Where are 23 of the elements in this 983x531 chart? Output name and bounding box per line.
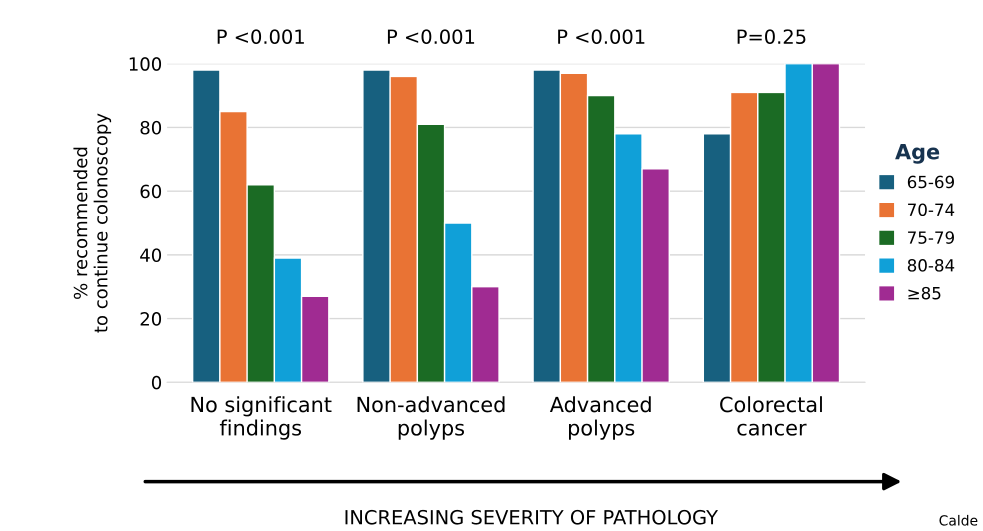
legend-title: Age — [895, 144, 940, 164]
x-axis-title: INCREASING SEVERITY OF PATHOLOGY — [346, 510, 718, 525]
x-tick-label: No significant findings — [192, 396, 332, 440]
x-tick-label: Colorectal cancer — [720, 396, 822, 436]
text: Calde — [939, 514, 978, 526]
legend-label: 75-79 — [908, 231, 954, 244]
legend-label: 70-74 — [908, 203, 954, 216]
x-tick-label: Advanced polyps — [550, 396, 651, 440]
legend-label: 65-69 — [908, 176, 954, 188]
legend-label: ≥85 — [908, 286, 940, 300]
text: P <0.001 — [388, 29, 474, 44]
y-axis-title: % recommended to continue colonoscopy — [73, 113, 112, 333]
y-tick-label: 0 — [152, 376, 162, 390]
text: P <0.001 — [558, 29, 644, 44]
text: P=0.25 — [738, 29, 806, 44]
y-tick-label: 100 — [130, 57, 162, 71]
legend-label: 80-84 — [908, 259, 954, 272]
y-tick-label: 80 — [140, 120, 162, 135]
y-tick-label: 60 — [140, 184, 162, 198]
y-tick-label: 20 — [140, 312, 162, 326]
y-tick-label: 40 — [140, 248, 162, 262]
x-tick-label: Non-advanced polyps — [358, 396, 504, 440]
text: P <0.001 — [218, 29, 304, 44]
